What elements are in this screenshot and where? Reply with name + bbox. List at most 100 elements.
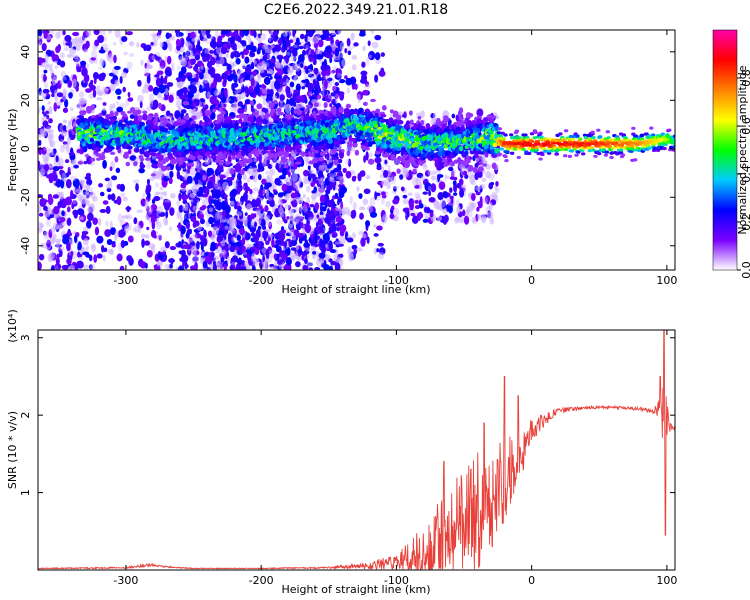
spectrogram-cell [70, 189, 74, 199]
spectrogram-cell [43, 69, 48, 74]
spectrogram-cell [109, 220, 113, 230]
spectrogram-cell [160, 165, 167, 172]
spectrogram-cell [215, 201, 223, 211]
spectrogram-cell [420, 175, 426, 181]
spectrogram-cell [448, 205, 453, 214]
spectrogram-cell [262, 97, 267, 106]
spectrogram-cell [99, 30, 106, 37]
spectrogram-cell [254, 200, 258, 208]
spectrogram-cell [278, 206, 284, 215]
spectrogram-cell [294, 206, 299, 213]
spectrogram-cell [139, 160, 144, 170]
spectrogram-cell [322, 30, 329, 35]
spectrogram-cell [181, 254, 189, 263]
spectrogram-cell [121, 215, 129, 219]
spectrogram-cell [302, 203, 308, 213]
spectrogram-cell [194, 220, 200, 227]
spectrogram-cell [475, 186, 481, 191]
spectrogram-cell [132, 228, 138, 232]
spectrogram-cell [66, 258, 72, 265]
spectrogram-cell [315, 257, 323, 267]
spectrogram-cell [81, 67, 88, 77]
spectrogram-cell [353, 175, 357, 180]
spectrogram-cell [156, 70, 164, 76]
spectrogram-cell [99, 208, 107, 214]
spectrogram-cell [85, 183, 91, 191]
spectrogram-cell [457, 205, 461, 212]
spectrogram-cell [303, 242, 311, 248]
spectrogram-cell [165, 115, 173, 120]
spectrogram-cell [314, 229, 318, 238]
spectrogram-cell [180, 183, 186, 189]
spectrogram-cell [284, 240, 287, 248]
spectrogram-cell [170, 257, 174, 265]
spectrogram-cell [281, 183, 288, 192]
spectrogram-cell [414, 192, 421, 199]
spectrogram-cell [159, 191, 167, 196]
spectrogram-cell [168, 33, 172, 38]
spectrogram-cell [213, 255, 220, 261]
spectrogram-cell [289, 81, 295, 88]
spectrogram-cell [48, 165, 54, 169]
spectrogram-cell [107, 50, 112, 59]
spectrogram-cell [248, 37, 252, 45]
spectrogram-cell [59, 222, 66, 227]
spectrogram-cell [249, 188, 253, 195]
spectrogram-cell [277, 259, 283, 265]
spectrogram-cell [66, 217, 72, 226]
spectrogram-cell [330, 223, 337, 232]
spectrogram-cell [289, 207, 295, 217]
spectrogram-cell [169, 207, 175, 216]
spectrogram-cell [304, 213, 308, 220]
spectrogram-cell [38, 30, 43, 37]
spectrogram-cell [150, 173, 156, 177]
spectrogram-cell [220, 168, 224, 173]
spectrogram-cell [245, 44, 253, 50]
spectrogram-cell [160, 96, 165, 101]
spectrogram-cell [80, 60, 87, 67]
spectrogram-cell [114, 79, 120, 87]
spectrogram-cell [368, 54, 372, 59]
spectrogram-cell [52, 166, 60, 172]
spectrogram-cell [308, 86, 313, 93]
spectrogram-cell [78, 67, 82, 73]
spectrogram-cell [232, 50, 240, 57]
spectrogram-cell [140, 233, 146, 239]
spectrogram-cell [78, 91, 85, 98]
spectrogram-cell [109, 151, 116, 155]
spectrogram-cell [56, 92, 64, 98]
spectrogram-cell [255, 84, 263, 88]
spectrogram-cell [260, 218, 266, 229]
spectrogram-cell [181, 194, 189, 201]
spectrogram-cell [90, 104, 96, 111]
spectrogram-cell [67, 80, 73, 88]
spectrogram-cell [59, 144, 65, 153]
spectrogram-cell [353, 42, 359, 47]
spectrogram-cell [336, 257, 343, 263]
spectrogram-cell [107, 248, 114, 254]
spectrogram-cell [96, 253, 103, 259]
spectrogram-cell [356, 93, 361, 100]
spectrogram-cell [148, 93, 154, 103]
spectrogram-cell [330, 260, 337, 266]
spectrogram-cell [476, 108, 484, 117]
spectrogram-cell [246, 203, 253, 211]
spectrogram-cell [191, 245, 197, 256]
spectrogram-cell [49, 141, 54, 147]
spectrogram-cell [443, 191, 449, 199]
spectrogram-cell [334, 192, 339, 199]
spectrogram-cell [296, 232, 304, 239]
spectrogram-cell [50, 265, 55, 270]
spectrogram-cell [92, 89, 97, 98]
spectrogram-cell [253, 30, 257, 38]
spectrogram-cell [74, 36, 82, 41]
spectrogram-cell [308, 267, 313, 270]
spectrogram-cell [60, 178, 65, 189]
spectrogram-cell [146, 226, 150, 231]
spectrogram-cell [281, 253, 288, 261]
spectrogram-cell [86, 245, 89, 250]
spectrogram-cell [221, 249, 227, 255]
spectrogram-cell [79, 216, 84, 221]
spectrogram-cell [362, 45, 366, 52]
spectrogram-cell [126, 255, 133, 262]
